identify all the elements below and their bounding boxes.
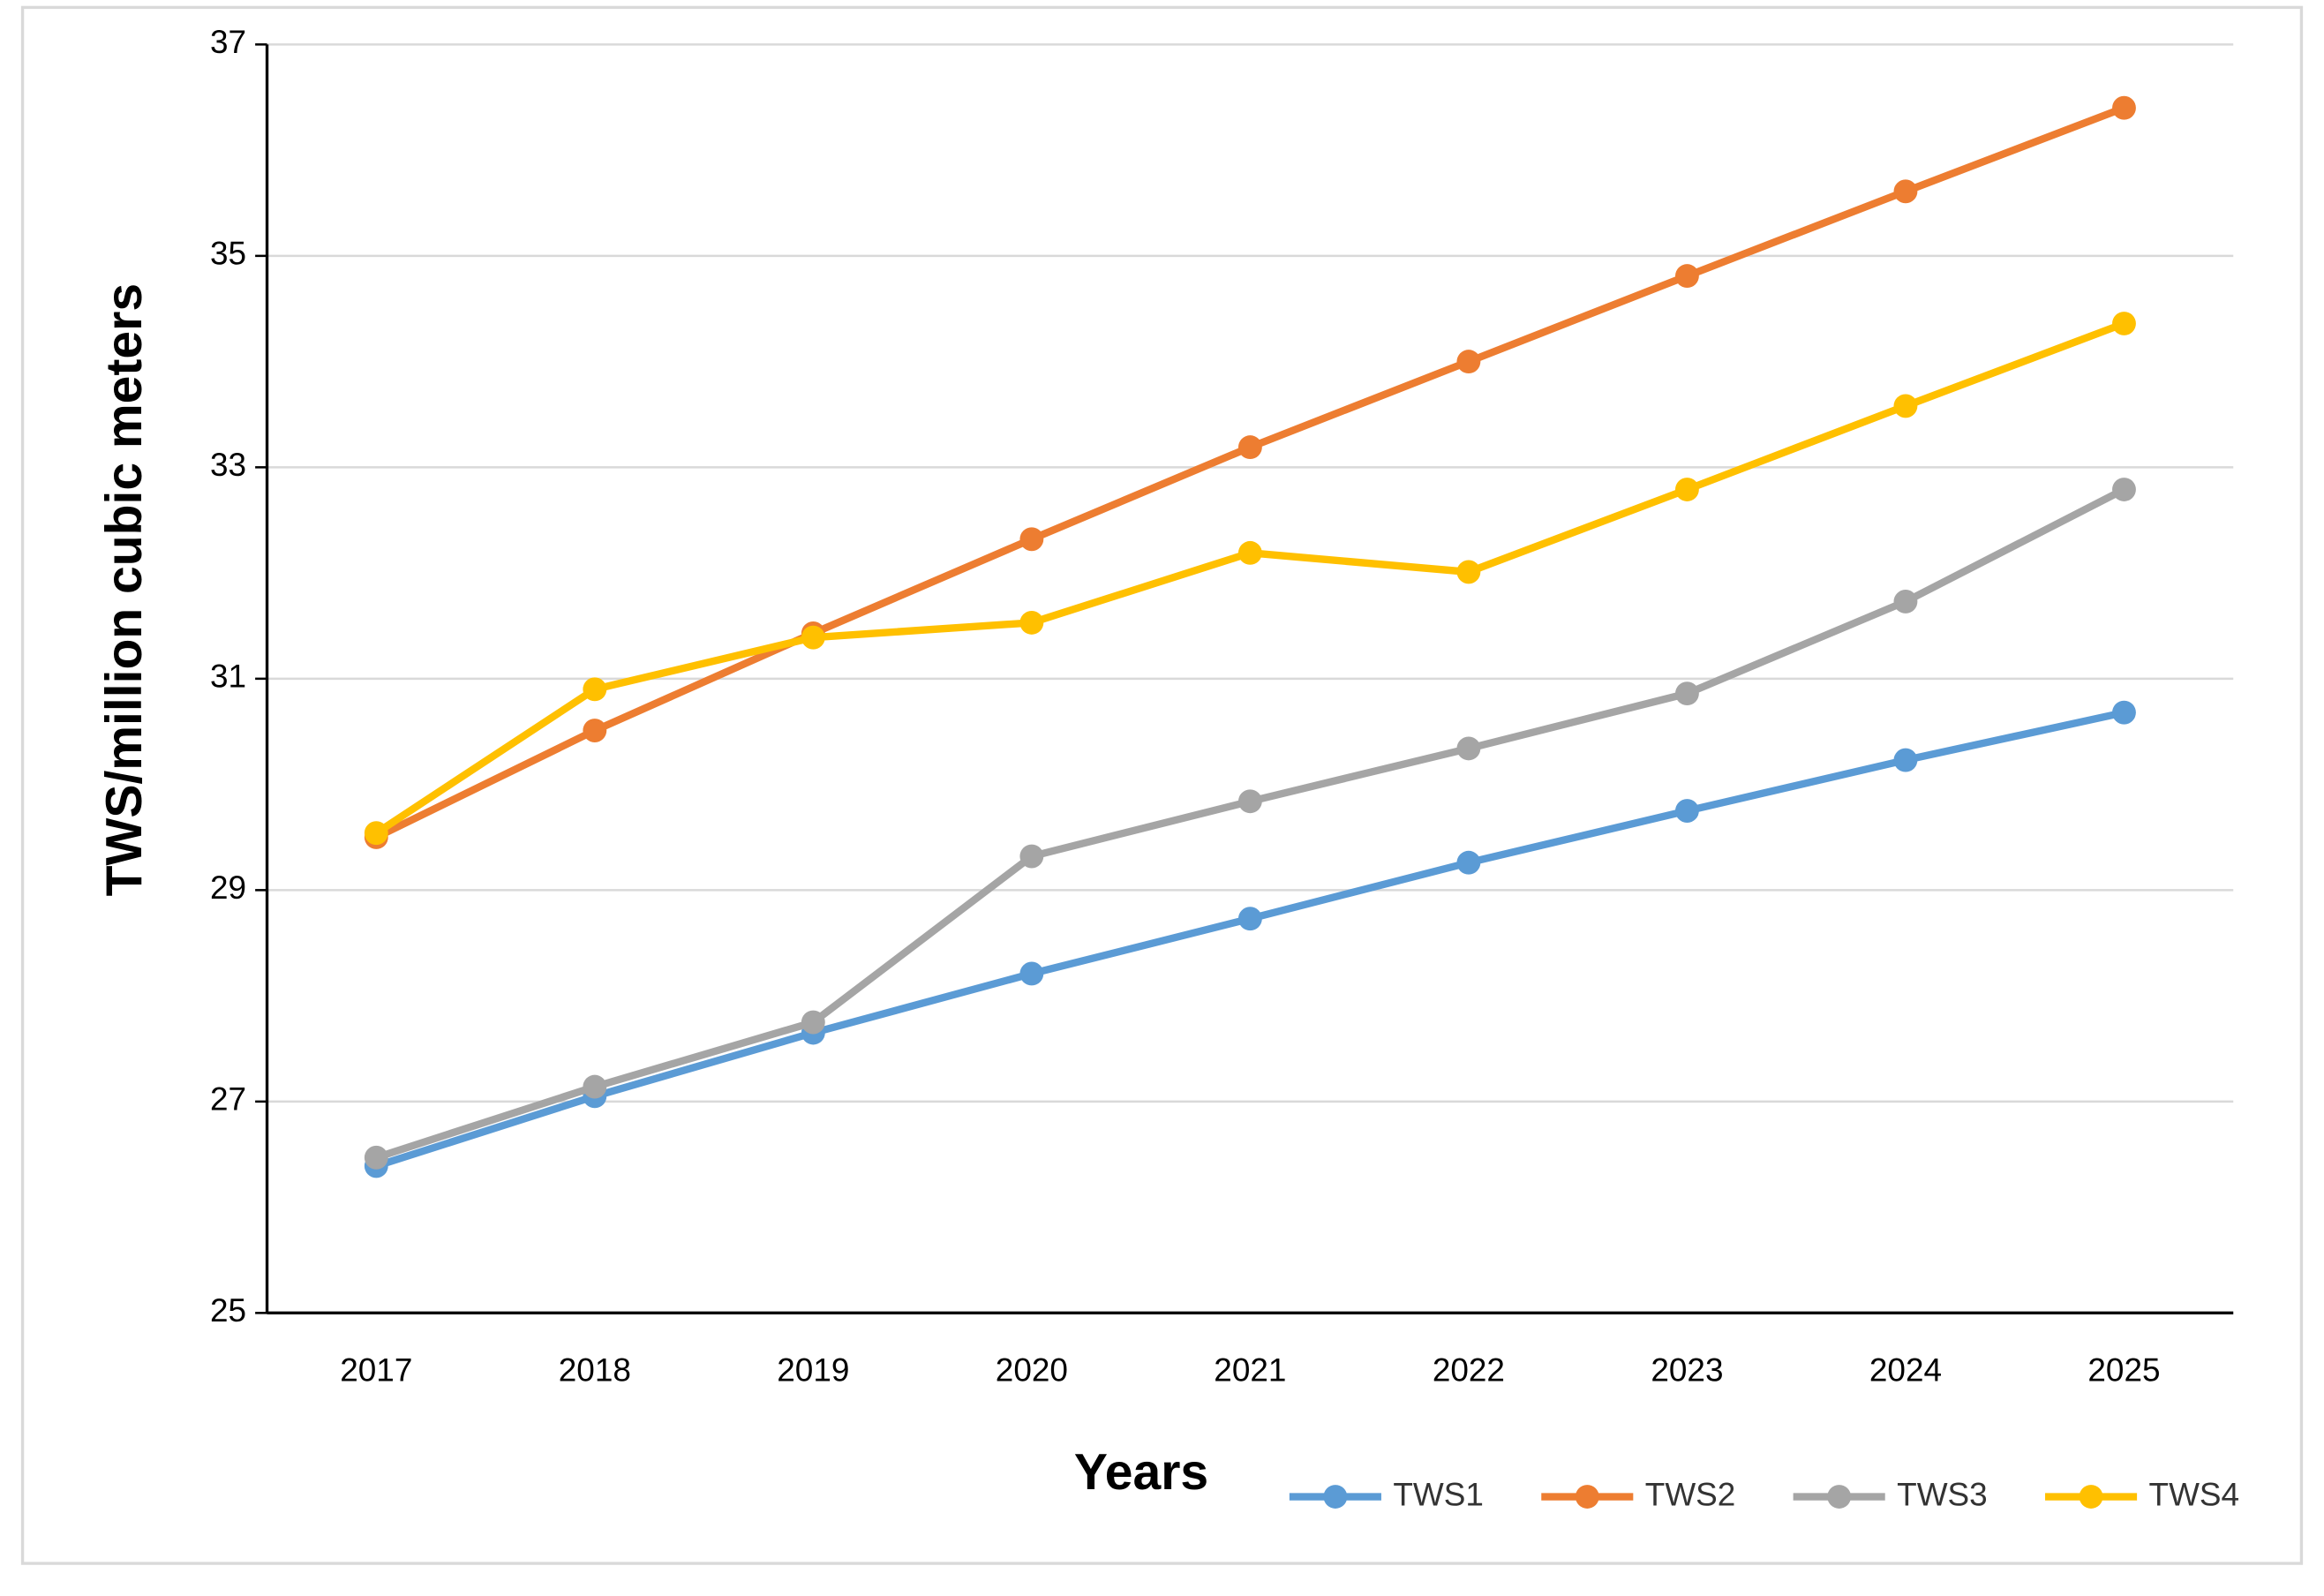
y-axis-title: TWS/million cubic meters	[96, 283, 153, 896]
series-marker	[1893, 394, 1918, 418]
series-marker	[2112, 478, 2136, 501]
y-tick-label: 33	[210, 447, 246, 483]
x-tick-label: 2017	[340, 1351, 412, 1388]
series-marker	[364, 821, 388, 846]
series-marker	[1019, 844, 1044, 869]
series-marker	[583, 719, 607, 742]
x-tick-label: 2024	[1869, 1351, 1942, 1388]
y-tick-label: 27	[210, 1081, 246, 1118]
series-marker	[1456, 850, 1481, 875]
series-marker	[583, 1074, 607, 1099]
series-marker	[1019, 610, 1044, 635]
chart-frame	[20, 5, 2304, 1565]
series-marker	[1893, 179, 1918, 204]
y-tick-label: 35	[210, 236, 246, 272]
legend-label: TWS1	[1393, 1476, 1484, 1512]
series-marker	[1237, 789, 1262, 814]
x-tick-label: 2023	[1651, 1351, 1723, 1388]
legend-marker	[1575, 1485, 1599, 1509]
series-marker	[583, 677, 607, 702]
series-marker	[1237, 540, 1262, 565]
x-tick-label: 2018	[559, 1351, 631, 1388]
series-marker	[2112, 312, 2136, 335]
series-marker	[1456, 736, 1481, 761]
x-tick-label: 2021	[1214, 1351, 1286, 1388]
legend-marker	[1323, 1485, 1348, 1509]
y-tick-label: 25	[210, 1292, 246, 1329]
x-tick-label: 2022	[1433, 1351, 1505, 1388]
series-marker	[2112, 700, 2136, 725]
y-tick-label: 37	[210, 24, 246, 60]
y-tick-label: 29	[210, 870, 246, 906]
series-marker	[1019, 527, 1044, 552]
series-marker	[1893, 590, 1918, 614]
x-tick-label: 2019	[777, 1351, 849, 1388]
series-marker	[364, 1145, 388, 1170]
series-marker	[2112, 95, 2136, 120]
legend-marker	[2079, 1485, 2103, 1509]
series-marker	[1237, 435, 1262, 460]
series-marker	[1456, 350, 1481, 374]
legend-label: TWS4	[2149, 1476, 2240, 1512]
series-marker	[1237, 907, 1262, 931]
series-marker	[1456, 560, 1481, 584]
x-tick-label: 2020	[996, 1351, 1068, 1388]
x-tick-label: 2025	[2087, 1351, 2160, 1388]
series-marker	[1674, 799, 1699, 823]
x-axis-title: Years	[1074, 1444, 1208, 1501]
series-marker	[801, 625, 825, 650]
y-tick-label: 31	[210, 659, 246, 695]
series-marker	[1674, 264, 1699, 289]
series-marker	[1674, 681, 1699, 706]
series-marker	[801, 1010, 825, 1035]
legend-marker	[1827, 1485, 1852, 1509]
series-marker	[1893, 748, 1918, 772]
legend-label: TWS2	[1645, 1476, 1736, 1512]
legend-label: TWS3	[1897, 1476, 1988, 1512]
series-marker	[1674, 478, 1699, 501]
series-marker	[1019, 961, 1044, 986]
